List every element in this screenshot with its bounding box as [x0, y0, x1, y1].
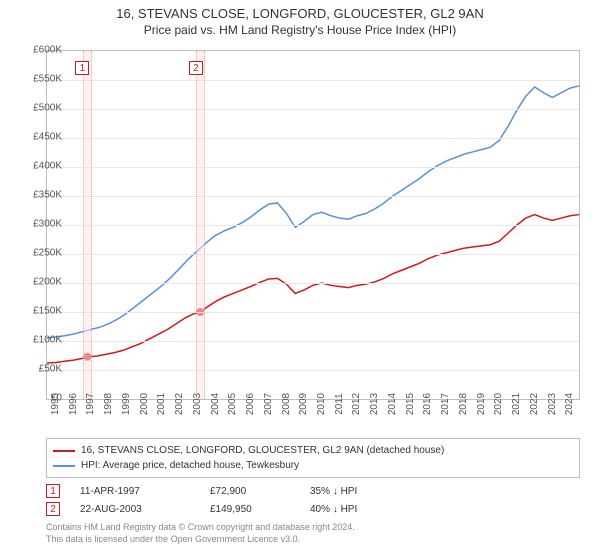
- xtick-label: 2012: [351, 393, 362, 415]
- title-sub: Price paid vs. HM Land Registry's House …: [0, 23, 600, 37]
- gridline-h: [47, 80, 579, 81]
- sales-date: 22-AUG-2003: [80, 504, 190, 515]
- sales-table: 1 11-APR-1997 £72,900 35% ↓ HPI 2 22-AUG-2003…: [46, 484, 580, 516]
- gridline-h: [47, 254, 579, 255]
- title-block: 16, STEVANS CLOSE, LONGFORD, GLOUCESTER,…: [0, 0, 600, 37]
- sales-row: 2 22-AUG-2003 £149,950 40% ↓ HPI: [46, 502, 580, 516]
- legend-swatch: [53, 450, 75, 452]
- sales-price: £149,950: [210, 504, 290, 515]
- xtick-label: 2011: [334, 393, 345, 415]
- legend-label: HPI: Average price, detached house, Tewk…: [81, 458, 299, 473]
- xtick-label: 2024: [564, 393, 575, 415]
- sales-pct: 40% ↓ HPI: [310, 504, 410, 515]
- ytick-label: £200K: [18, 277, 62, 288]
- xtick-label: 2006: [245, 393, 256, 415]
- ytick-label: £50K: [18, 364, 62, 375]
- xtick-label: 2013: [369, 393, 380, 415]
- ytick-label: £500K: [18, 103, 62, 114]
- attribution-line1: Contains HM Land Registry data © Crown c…: [46, 522, 580, 534]
- xtick-label: 2018: [458, 393, 469, 415]
- gridline-h: [47, 312, 579, 313]
- gridline-h: [47, 167, 579, 168]
- xtick-label: 2004: [210, 393, 221, 415]
- xtick-label: 2016: [422, 393, 433, 415]
- ytick-label: £600K: [18, 45, 62, 56]
- xtick-label: 2023: [547, 393, 558, 415]
- xtick-label: 2017: [440, 393, 451, 415]
- xtick-label: 2007: [263, 393, 274, 415]
- title-main: 16, STEVANS CLOSE, LONGFORD, GLOUCESTER,…: [0, 6, 600, 21]
- sales-date: 11-APR-1997: [80, 486, 190, 497]
- ytick-label: £150K: [18, 306, 62, 317]
- xtick-label: 2000: [139, 393, 150, 415]
- xtick-label: 2003: [192, 393, 203, 415]
- ytick-label: £100K: [18, 335, 62, 346]
- ytick-label: £300K: [18, 219, 62, 230]
- legend-swatch: [53, 465, 75, 467]
- sales-marker: 2: [46, 502, 60, 516]
- ytick-label: £450K: [18, 132, 62, 143]
- sales-price: £72,900: [210, 486, 290, 497]
- series-line-hpi: [47, 86, 579, 338]
- gridline-h: [47, 109, 579, 110]
- ytick-label: £250K: [18, 248, 62, 259]
- xtick-label: 1996: [68, 393, 79, 415]
- ytick-label: £400K: [18, 161, 62, 172]
- xtick-label: 2022: [529, 393, 540, 415]
- gridline-h: [47, 341, 579, 342]
- sales-row: 1 11-APR-1997 £72,900 35% ↓ HPI: [46, 484, 580, 498]
- attribution: Contains HM Land Registry data © Crown c…: [46, 522, 580, 545]
- legend-row: 16, STEVANS CLOSE, LONGFORD, GLOUCESTER,…: [53, 443, 573, 458]
- xtick-label: 2020: [493, 393, 504, 415]
- legend-label: 16, STEVANS CLOSE, LONGFORD, GLOUCESTER,…: [81, 443, 444, 458]
- gridline-h: [47, 196, 579, 197]
- ytick-label: £550K: [18, 74, 62, 85]
- gridline-h: [47, 370, 579, 371]
- xtick-label: 2005: [227, 393, 238, 415]
- xtick-label: 2008: [281, 393, 292, 415]
- xtick-label: 2019: [476, 393, 487, 415]
- chart-footer: 16, STEVANS CLOSE, LONGFORD, GLOUCESTER,…: [46, 438, 580, 545]
- xtick-label: 2001: [156, 393, 167, 415]
- xtick-label: 2009: [298, 393, 309, 415]
- gridline-h: [47, 138, 579, 139]
- xtick-label: 2021: [511, 393, 522, 415]
- ytick-label: £350K: [18, 190, 62, 201]
- xtick-label: 2015: [405, 393, 416, 415]
- chart-plot-area: 12: [46, 50, 580, 400]
- legend-box: 16, STEVANS CLOSE, LONGFORD, GLOUCESTER,…: [46, 438, 580, 478]
- gridline-h: [47, 283, 579, 284]
- gridline-h: [47, 225, 579, 226]
- sale-marker: 2: [189, 61, 203, 75]
- chart-container: 16, STEVANS CLOSE, LONGFORD, GLOUCESTER,…: [0, 0, 600, 560]
- legend-row: HPI: Average price, detached house, Tewk…: [53, 458, 573, 473]
- sales-pct: 35% ↓ HPI: [310, 486, 410, 497]
- xtick-label: 1998: [103, 393, 114, 415]
- sales-marker: 1: [46, 484, 60, 498]
- xtick-label: 1999: [121, 393, 132, 415]
- xtick-label: 1995: [50, 393, 61, 415]
- xtick-label: 1997: [85, 393, 96, 415]
- xtick-label: 2002: [174, 393, 185, 415]
- attribution-line2: This data is licensed under the Open Gov…: [46, 534, 580, 546]
- xtick-label: 2010: [316, 393, 327, 415]
- sale-band: [196, 51, 205, 399]
- sale-marker: 1: [75, 61, 89, 75]
- xtick-label: 2014: [387, 393, 398, 415]
- sale-band: [83, 51, 92, 399]
